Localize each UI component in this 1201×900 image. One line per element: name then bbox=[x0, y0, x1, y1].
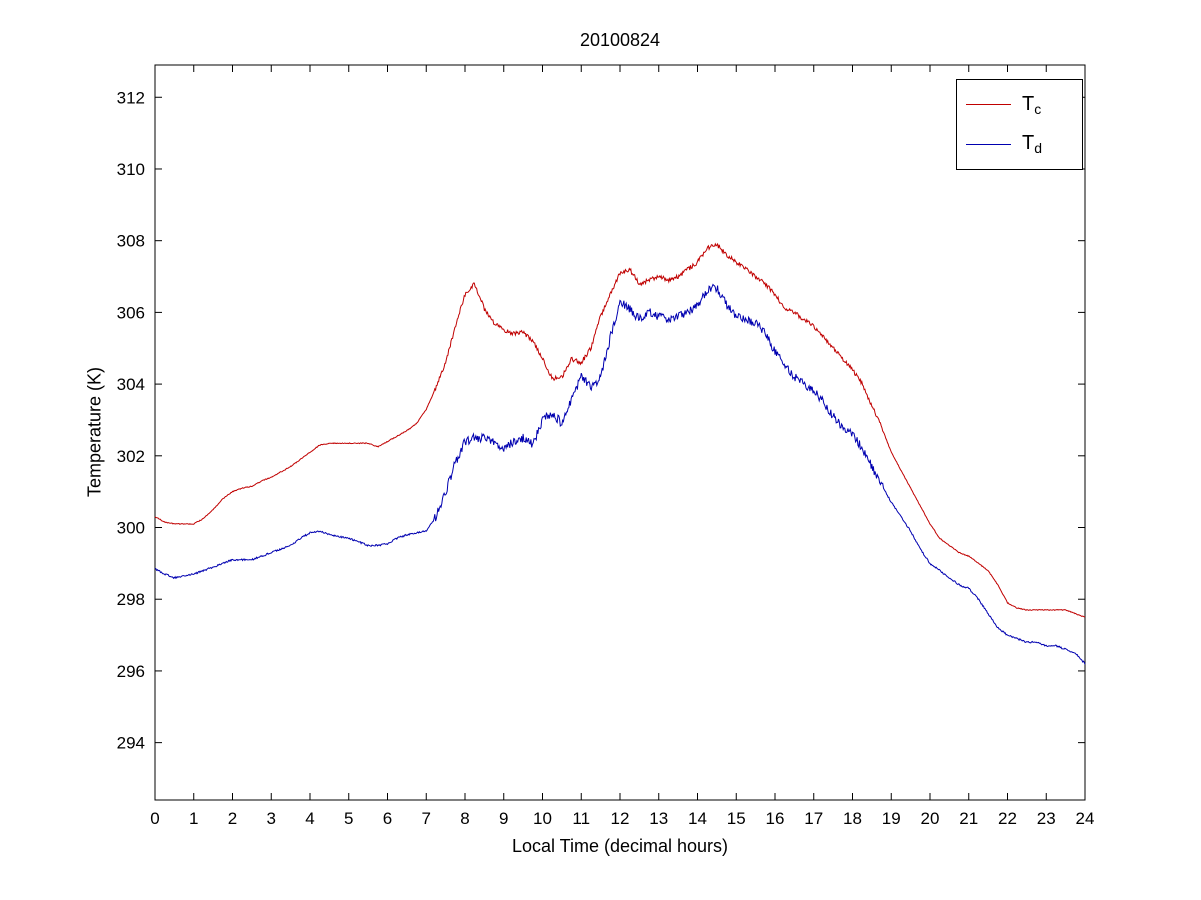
svg-text:24: 24 bbox=[1076, 809, 1095, 828]
svg-text:8: 8 bbox=[460, 809, 469, 828]
svg-text:5: 5 bbox=[344, 809, 353, 828]
legend-entry-td: Td bbox=[966, 133, 1073, 155]
svg-text:300: 300 bbox=[117, 519, 145, 538]
svg-text:2: 2 bbox=[228, 809, 237, 828]
svg-text:7: 7 bbox=[422, 809, 431, 828]
svg-text:1: 1 bbox=[189, 809, 198, 828]
chart-title: 20100824 bbox=[579, 30, 661, 50]
svg-text:3: 3 bbox=[267, 809, 276, 828]
svg-text:310: 310 bbox=[117, 160, 145, 179]
svg-text:17: 17 bbox=[804, 809, 823, 828]
svg-text:306: 306 bbox=[117, 303, 145, 322]
svg-text:312: 312 bbox=[117, 88, 145, 107]
svg-text:304: 304 bbox=[117, 375, 145, 394]
svg-text:20: 20 bbox=[921, 809, 940, 828]
svg-text:23: 23 bbox=[1037, 809, 1056, 828]
svg-text:4: 4 bbox=[305, 809, 314, 828]
svg-text:14: 14 bbox=[688, 809, 707, 828]
svg-text:19: 19 bbox=[882, 809, 901, 828]
svg-text:16: 16 bbox=[766, 809, 785, 828]
legend-line-sample-td bbox=[966, 143, 1011, 145]
legend-entry-tc: Tc bbox=[966, 94, 1073, 116]
svg-text:0: 0 bbox=[150, 809, 159, 828]
svg-text:294: 294 bbox=[117, 734, 145, 753]
svg-text:298: 298 bbox=[117, 590, 145, 609]
svg-text:13: 13 bbox=[649, 809, 668, 828]
svg-text:18: 18 bbox=[843, 809, 862, 828]
svg-text:10: 10 bbox=[533, 809, 552, 828]
legend-label-td: Td bbox=[1022, 132, 1043, 157]
svg-text:6: 6 bbox=[383, 809, 392, 828]
svg-text:15: 15 bbox=[727, 809, 746, 828]
legend: Tc Td bbox=[956, 79, 1083, 170]
svg-text:9: 9 bbox=[499, 809, 508, 828]
svg-text:11: 11 bbox=[572, 809, 590, 828]
svg-text:302: 302 bbox=[117, 447, 145, 466]
svg-text:308: 308 bbox=[117, 232, 145, 251]
svg-text:12: 12 bbox=[611, 809, 630, 828]
legend-line-sample-tc bbox=[966, 104, 1011, 106]
svg-text:21: 21 bbox=[959, 809, 978, 828]
svg-text:22: 22 bbox=[998, 809, 1017, 828]
legend-label-tc: Tc bbox=[1022, 92, 1042, 117]
svg-text:296: 296 bbox=[117, 662, 145, 681]
x-axis-label: Local Time (decimal hours) bbox=[511, 836, 729, 856]
